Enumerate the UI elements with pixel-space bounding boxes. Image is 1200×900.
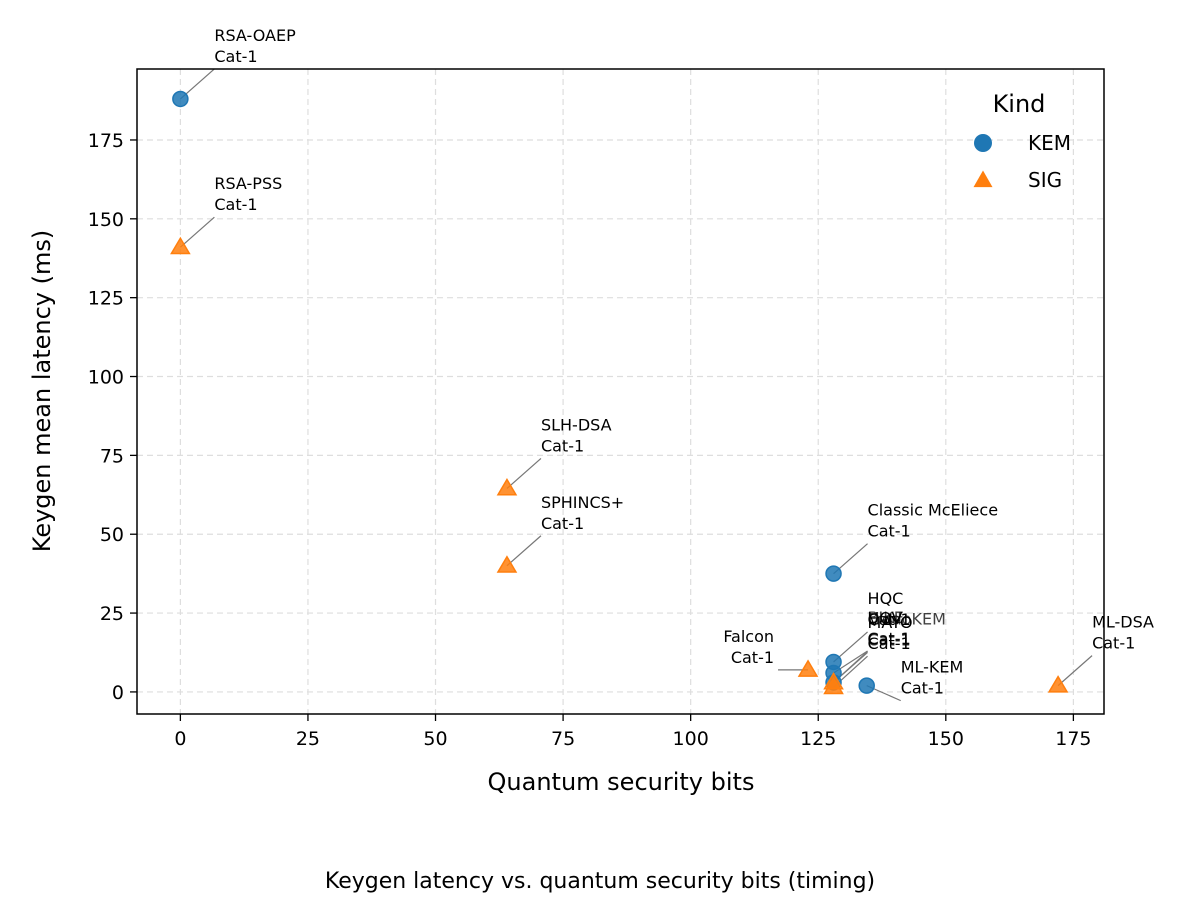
y-tick-label: 100	[88, 367, 124, 389]
point-annotation: ML-KEM Cat-1	[901, 658, 964, 698]
point-annotation: UOV Cat-1	[868, 608, 911, 648]
annotation-line: BIKE	[868, 608, 904, 627]
point-annotation: RSA-OAEP Cat-1	[214, 26, 296, 66]
legend-entry-label: KEM	[1028, 131, 1071, 155]
grid	[137, 69, 1104, 714]
annotation-line: Cat-1	[868, 610, 911, 629]
legend-kem-marker	[974, 134, 992, 152]
annotation-leader	[506, 535, 542, 567]
annotation-line: SPHINCS+	[541, 493, 624, 512]
annotation-line: Falcon	[723, 627, 774, 646]
point-annotation: RSA-PSS Cat-1	[214, 174, 282, 214]
annotation-line: Cat-1	[868, 629, 911, 648]
annotation-line: Cat-1	[1092, 634, 1135, 653]
annotation-line: RSA-PSS	[214, 174, 282, 193]
y-tick-label: 150	[88, 209, 124, 231]
annotation-line: Cat-1	[901, 679, 944, 698]
sig-point	[496, 478, 518, 496]
annotation-line: FrodoKEM	[868, 609, 946, 628]
kem-point	[858, 677, 875, 694]
point-annotation: ML-DSA Cat-1	[1092, 613, 1154, 653]
y-tick-label: 125	[88, 288, 124, 310]
annotation-line: Cat-1	[541, 436, 584, 455]
point-annotation: SLH-DSA Cat-1	[541, 415, 612, 455]
annotation-line: ML-DSA	[1092, 613, 1154, 632]
annotation-line: Cat-1	[868, 630, 911, 649]
point-annotation: SPHINCS+ Cat-1	[541, 493, 624, 533]
annotation-line: Classic McEliece	[868, 501, 999, 520]
annotation-line: RSA-OAEP	[214, 26, 296, 45]
annotation-line: Cat-1	[868, 634, 911, 653]
y-tick-label: 175	[88, 130, 124, 152]
sig-point	[797, 659, 819, 677]
x-tick-label: 75	[551, 728, 575, 750]
annotation-leader-lines	[179, 68, 1093, 702]
kem-point	[172, 90, 189, 108]
legend-entry-label: SIG	[1028, 168, 1062, 192]
annotation-leader	[1057, 655, 1093, 687]
x-tick-label: 125	[800, 728, 836, 750]
legend-sig-marker	[973, 170, 993, 188]
point-annotation: Classic McEliece Cat-1	[868, 501, 999, 541]
x-tick-label: 150	[928, 728, 964, 750]
annotation-line: SLH-DSA	[541, 415, 612, 434]
x-tick-label: 100	[673, 728, 709, 750]
y-tick-label: 0	[112, 682, 124, 704]
data-points	[170, 90, 1069, 695]
y-axis-label: Keygen mean latency (ms)	[28, 230, 56, 552]
point-annotation: MAYO Cat-1	[868, 613, 913, 653]
annotation-line: Cat-1	[868, 629, 911, 648]
annotation-line: UOV	[868, 608, 903, 627]
annotation-line: MAYO	[868, 613, 913, 632]
annotation-line: Cat-1	[868, 522, 911, 541]
axis-ticks: 0 25 50 75 100 125 150 175 0 25 50 75 100 125 150 175	[88, 130, 1092, 750]
legend-title: Kind	[993, 90, 1046, 118]
x-tick-label: 25	[296, 728, 320, 750]
x-tick-label: 50	[423, 728, 447, 750]
sig-point	[823, 676, 844, 695]
annotation-line: ML-KEM	[901, 658, 964, 677]
y-tick-label: 50	[100, 524, 124, 546]
sig-point	[170, 236, 191, 255]
annotation-line: Cat-1	[214, 47, 257, 66]
y-tick-label: 25	[100, 603, 124, 625]
chart-caption: Keygen latency vs. quantum security bits…	[325, 869, 875, 894]
plot-frame	[136, 68, 1105, 715]
point-annotation: BIKE Cat-1	[868, 608, 911, 648]
annotation-leader	[179, 216, 215, 248]
y-tick-label: 75	[100, 445, 124, 467]
x-tick-label: 175	[1055, 728, 1091, 750]
point-annotation: HQC Cat-1	[868, 589, 911, 629]
annotation-line: Cat-1	[731, 648, 774, 667]
annotation-leader	[506, 458, 542, 489]
point-annotation: FrodoKEM Cat-1	[868, 609, 946, 649]
legend: Kind KEM SIG	[973, 90, 1071, 192]
kem-point	[825, 565, 842, 582]
annotation-line: Cat-1	[214, 195, 257, 214]
annotation-labels: RSA-OAEP Cat-1 Classic McEliece Cat-1 HQC Cat…	[214, 26, 1154, 698]
annotation-line: HQC	[868, 589, 904, 608]
sig-point	[496, 555, 518, 573]
annotation-line: Cat-1	[541, 514, 584, 533]
point-annotation: Falcon Cat-1	[723, 627, 774, 667]
x-tick-label: 0	[174, 728, 186, 750]
sig-point	[1047, 675, 1069, 693]
x-axis-label: Quantum security bits	[488, 768, 755, 796]
